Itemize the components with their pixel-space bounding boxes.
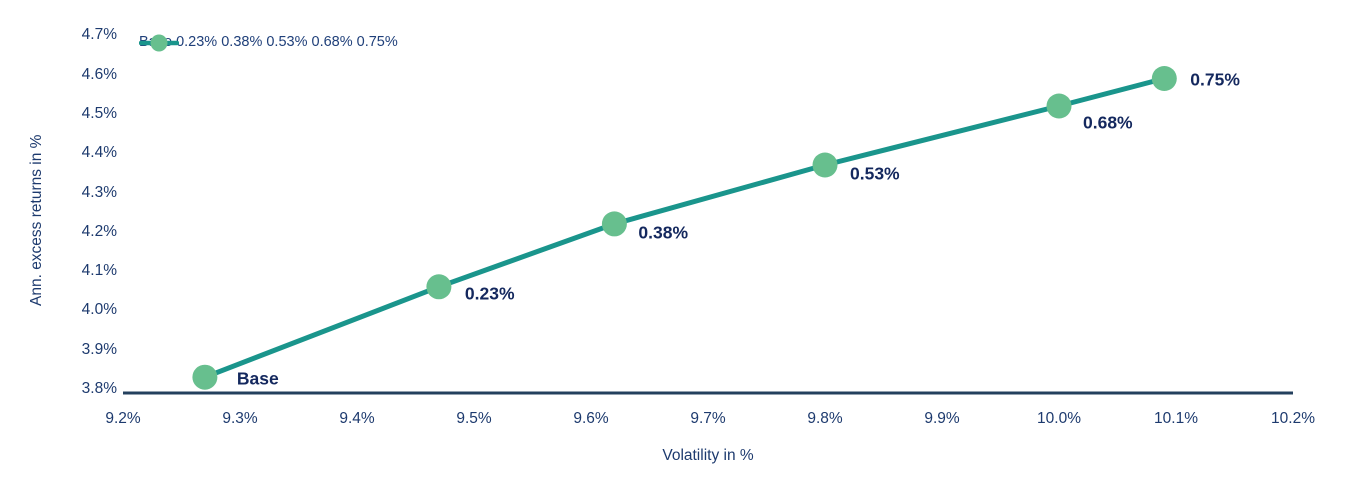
y-tick-label: 4.1%	[81, 262, 117, 280]
y-tick-label: 4.2%	[81, 222, 117, 240]
x-tick-label: 10.2%	[1271, 410, 1315, 427]
y-tick-label: 4.5%	[81, 104, 117, 122]
y-tick-label: 3.9%	[81, 340, 117, 358]
legend-marker-icon	[139, 34, 179, 52]
x-tick-label: 9.9%	[924, 410, 960, 427]
x-tick-label: 9.6%	[573, 410, 609, 427]
x-tick-label: 9.8%	[807, 410, 843, 427]
x-axis-title: Volatility in %	[662, 447, 754, 464]
point-label: 0.38%	[638, 222, 689, 243]
point-label: 0.53%	[850, 163, 900, 184]
y-tick-label: 4.0%	[81, 301, 117, 319]
data-point-marker	[1046, 93, 1072, 119]
y-tick-label: 4.7%	[81, 26, 117, 44]
x-tick-label: 9.7%	[690, 410, 726, 427]
data-point-marker	[601, 211, 627, 237]
x-tick-label: 10.1%	[1154, 410, 1198, 427]
data-point-marker	[812, 152, 838, 178]
series-line	[202, 76, 1167, 380]
y-tick-label: 4.4%	[81, 144, 117, 162]
x-tick-label: 9.5%	[456, 410, 492, 427]
data-point-marker	[1151, 66, 1177, 91]
x-tick-label: 9.4%	[339, 410, 375, 427]
y-axis-title: Ann. excess returns in %	[28, 134, 45, 306]
x-tick-label: 10.0%	[1037, 410, 1081, 427]
legend: Base 0.23% 0.38% 0.53% 0.68% 0.75%	[139, 34, 398, 52]
data-point-marker	[192, 364, 218, 390]
point-label: 0.75%	[1190, 69, 1240, 90]
y-tick-label: 3.8%	[81, 380, 117, 397]
legend-label: Base 0.23% 0.38% 0.53% 0.68% 0.75%	[139, 34, 398, 50]
point-label: 0.68%	[1083, 112, 1133, 133]
x-tick-label: 9.3%	[222, 410, 258, 427]
point-label: 0.23%	[464, 283, 515, 304]
point-label: Base	[236, 368, 279, 389]
x-tick-label: 9.2%	[105, 410, 141, 427]
y-tick-label: 4.3%	[81, 183, 117, 201]
data-point-marker	[426, 274, 452, 300]
y-tick-label: 4.6%	[81, 65, 117, 83]
